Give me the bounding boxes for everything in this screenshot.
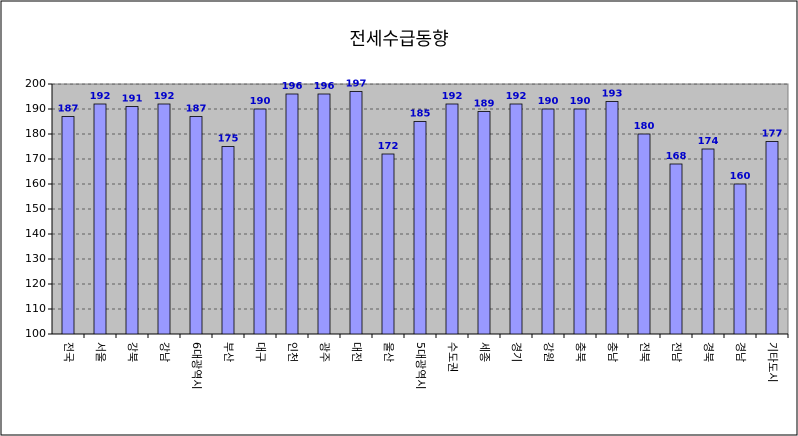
- bar: [701, 148, 715, 335]
- bar: [637, 133, 651, 335]
- bar: [445, 103, 459, 335]
- bar: [477, 111, 491, 335]
- value-label: 190: [538, 96, 559, 107]
- value-label: 185: [410, 109, 431, 120]
- y-tick-label: 110: [25, 302, 46, 315]
- value-label: 197: [346, 79, 367, 90]
- y-tick-label: 190: [25, 102, 46, 115]
- x-tick-label: 수도권: [446, 342, 459, 372]
- value-label: 175: [218, 134, 239, 145]
- y-tick-label: 120: [25, 277, 46, 290]
- value-label: 191: [122, 94, 143, 105]
- bar: [765, 141, 779, 335]
- bar: [381, 153, 395, 335]
- bar: [573, 108, 587, 335]
- x-tick-label: 6대광역시: [190, 342, 203, 389]
- value-label: 187: [186, 104, 207, 115]
- value-label: 190: [250, 96, 271, 107]
- bar: [733, 183, 747, 335]
- bar: [125, 106, 139, 335]
- bar: [93, 103, 107, 335]
- bar: [605, 101, 619, 335]
- value-label: 187: [58, 104, 79, 115]
- x-tick-label: 세종: [478, 342, 491, 362]
- value-label: 177: [762, 129, 783, 140]
- x-tick-label: 대전: [350, 342, 363, 362]
- y-tick-label: 170: [25, 152, 46, 165]
- x-tick-label: 충북: [574, 342, 587, 362]
- x-tick-label: 부산: [222, 342, 235, 362]
- value-label: 192: [442, 91, 463, 102]
- x-tick-label: 인천: [286, 342, 300, 362]
- bar: [285, 93, 299, 335]
- bar: [61, 116, 75, 335]
- x-tick-label: 서울: [94, 342, 107, 362]
- bar: [317, 93, 331, 335]
- bar: [509, 103, 523, 335]
- x-tick-label: 기타도시: [766, 342, 779, 382]
- y-tick-label: 180: [25, 127, 46, 140]
- x-tick-label: 경남: [734, 342, 747, 362]
- bar: [541, 108, 555, 335]
- bar: [221, 146, 235, 335]
- x-tick-label: 경북: [702, 342, 715, 362]
- value-label: 180: [634, 121, 655, 132]
- y-tick-label: 130: [25, 252, 46, 265]
- value-label: 172: [378, 141, 399, 152]
- bar: [157, 103, 171, 335]
- x-tick-label: 대구: [254, 342, 267, 362]
- x-tick-label: 충남: [606, 342, 619, 362]
- x-tick-label: 강북: [126, 342, 139, 362]
- y-tick-label: 140: [25, 227, 46, 240]
- x-tick-label: 강원: [542, 342, 555, 362]
- value-label: 160: [730, 171, 751, 182]
- value-label: 192: [506, 91, 527, 102]
- value-label: 192: [154, 91, 175, 102]
- x-tick-label: 강남: [158, 342, 171, 362]
- bar: [669, 163, 683, 335]
- y-tick-label: 160: [25, 177, 46, 190]
- x-tick-label: 울산: [382, 342, 395, 362]
- bar: [189, 116, 203, 335]
- value-label: 193: [602, 89, 623, 100]
- y-tick-label: 200: [25, 77, 46, 90]
- value-label: 174: [698, 136, 719, 147]
- x-tick-label: 5대광역시: [414, 342, 427, 389]
- value-label: 190: [570, 96, 591, 107]
- y-tick-label: 100: [25, 327, 46, 340]
- bar: [253, 108, 267, 335]
- y-tick-label: 150: [25, 202, 46, 215]
- x-tick-label: 전국: [62, 342, 75, 362]
- value-label: 196: [314, 81, 335, 92]
- chart-title: 전세수급동향: [349, 29, 448, 50]
- value-label: 192: [90, 91, 111, 102]
- bar: [349, 91, 363, 335]
- value-label: 168: [666, 151, 687, 162]
- x-tick-label: 전남: [670, 342, 683, 362]
- value-label: 196: [282, 81, 303, 92]
- x-tick-label: 광주: [318, 342, 331, 362]
- x-tick-label: 전북: [638, 342, 651, 362]
- x-tick-label: 경기: [510, 342, 523, 362]
- bar: [413, 121, 427, 335]
- value-label: 189: [474, 99, 495, 110]
